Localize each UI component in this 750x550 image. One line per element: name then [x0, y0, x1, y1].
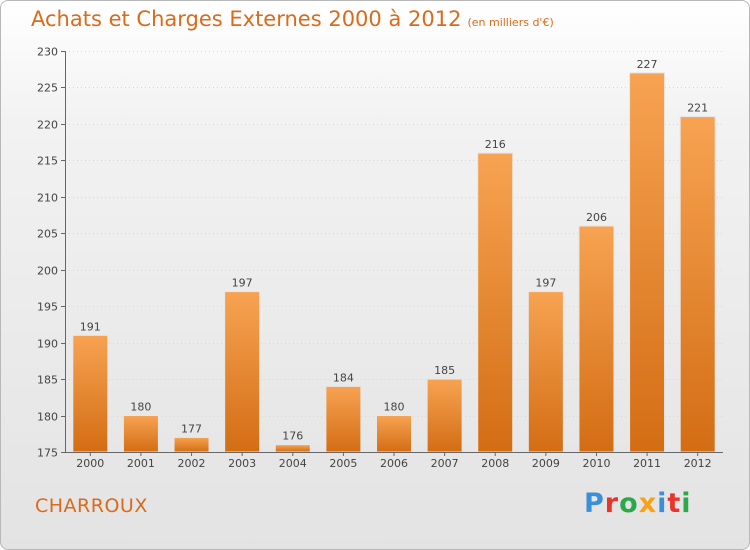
x-tick-label: 2009: [532, 457, 560, 470]
x-tick-label: 2006: [380, 457, 408, 470]
y-tick-label: 230: [37, 46, 58, 59]
y-tick-label: 210: [37, 192, 58, 205]
data-label: 197: [535, 277, 556, 290]
data-label: 197: [232, 277, 253, 290]
bar: [376, 415, 412, 453]
y-tick-label: 185: [37, 374, 58, 387]
grid-lines: [65, 51, 723, 417]
y-tick-label: 215: [37, 155, 58, 168]
bar: [325, 385, 362, 453]
bars: [72, 72, 716, 453]
y-tick-label: 190: [37, 338, 58, 351]
data-label: 206: [586, 211, 607, 224]
chart-title: Achats et Charges Externes 2000 à 2012 (e…: [31, 7, 554, 31]
data-label: 184: [333, 371, 354, 384]
logo-letter: i: [681, 488, 692, 519]
bar: [224, 291, 261, 453]
proxiti-logo[interactable]: Proxiti: [584, 488, 692, 519]
data-label: 216: [485, 138, 506, 151]
y-tick-label: 200: [37, 265, 58, 278]
y-tick-label: 220: [37, 119, 58, 132]
x-tick-label: 2002: [178, 457, 206, 470]
x-tick-label: 2004: [279, 457, 307, 470]
axes: [61, 51, 723, 456]
x-tick-label: 2000: [76, 457, 104, 470]
x-tick-label: 2005: [329, 457, 357, 470]
bar: [527, 291, 564, 453]
bar: [173, 436, 210, 453]
bar: [122, 415, 159, 453]
bar: [426, 378, 463, 453]
bar: [679, 116, 716, 453]
x-tick-label: 2010: [582, 457, 610, 470]
x-tick-label: 2001: [127, 457, 155, 470]
bar: [629, 72, 666, 453]
bar: [72, 334, 109, 453]
y-tick-label: 195: [37, 301, 58, 314]
data-label: 176: [282, 430, 303, 443]
x-tick-label: 2008: [481, 457, 509, 470]
data-label: 185: [434, 364, 455, 377]
x-tick-label: 2011: [633, 457, 661, 470]
y-tick-label: 225: [37, 82, 58, 95]
y-tick-label: 205: [37, 228, 58, 241]
logo-letter: o: [619, 488, 639, 519]
data-label: 221: [687, 102, 708, 115]
data-label: 191: [80, 320, 101, 333]
x-tick-label: 2003: [228, 457, 256, 470]
y-tick-label: 180: [37, 411, 58, 424]
chart-title-text: Achats et Charges Externes 2000 à 2012: [31, 7, 462, 31]
chart-subtitle: (en milliers d'€): [467, 16, 554, 29]
data-label: 180: [384, 401, 405, 414]
bar: [578, 225, 615, 453]
labels: 175 180 185 190 195 200 205 210 215 220 225 230 191 2…: [37, 46, 712, 471]
x-tick-label: 2012: [684, 457, 712, 470]
town-name: CHARROUX: [35, 495, 148, 517]
bar: [477, 152, 514, 453]
logo-letter: x: [638, 488, 658, 519]
data-label: 227: [637, 58, 658, 71]
data-label: 180: [130, 401, 151, 414]
logo-letter: t: [667, 488, 682, 519]
data-label: 177: [181, 422, 202, 435]
y-tick-label: 175: [37, 447, 58, 460]
logo-letter: P: [584, 488, 605, 519]
bar: [274, 444, 311, 453]
logo-letter: r: [604, 488, 620, 519]
logo-letter: i: [657, 488, 668, 519]
x-tick-label: 2007: [431, 457, 459, 470]
